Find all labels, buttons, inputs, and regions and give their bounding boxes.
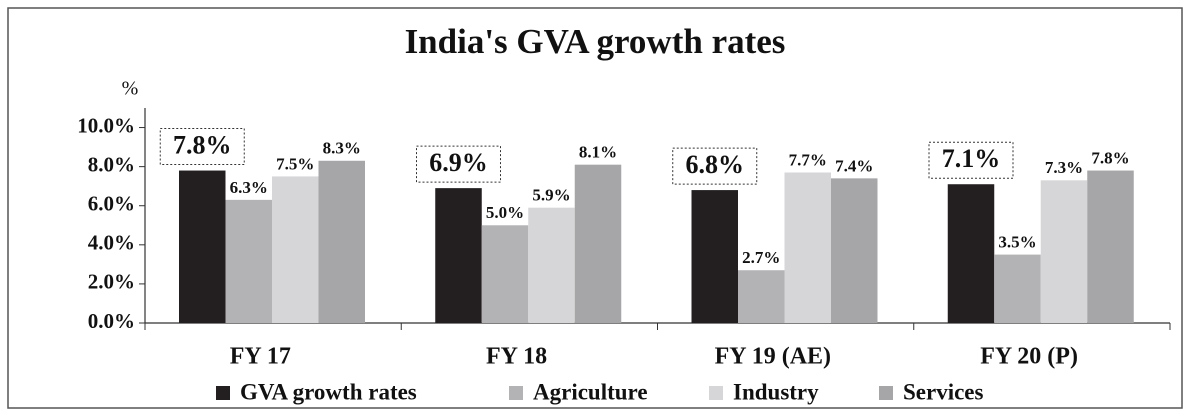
bar [738,270,785,323]
legend-label: GVA growth rates [240,379,417,404]
bar [691,190,738,323]
data-label: 6.3% [230,178,268,197]
legend-swatch [879,386,893,400]
bar [225,199,272,323]
label-box [672,147,758,185]
legend-label: Industry [733,379,819,404]
bar [1087,170,1134,323]
data-label: 8.3% [323,139,361,158]
data-label: 5.0% [486,203,524,222]
bar [1040,180,1088,323]
y-tick-label: 10.0% [77,113,135,137]
data-label: 8.1% [579,143,617,162]
bar [831,178,878,323]
chart-title: India's GVA growth rates [405,22,786,61]
bar [528,207,575,323]
data-label: 7.3% [1045,158,1083,177]
legend-swatch [216,386,230,400]
x-tick-label: FY 17 [230,344,291,370]
data-label: 3.5% [998,232,1036,251]
data-label: 7.8% [1091,148,1129,167]
data-label: 6.9% [429,148,488,177]
bar [784,172,831,323]
frame [7,7,1183,409]
bar [481,225,529,323]
legend-label: Agriculture [533,379,648,404]
y-tick-label: 6.0% [88,192,135,216]
data-label: 7.8% [173,131,232,160]
y-tick-label: 8.0% [88,152,135,176]
legend-swatch [509,386,523,400]
y-tick-label: 4.0% [88,231,135,255]
bar [318,160,365,323]
bar [272,176,319,323]
y-axis-label: % [122,78,139,100]
data-label: 7.4% [835,156,873,175]
data-label: 7.7% [789,150,827,169]
data-label: 7.1% [942,144,1001,173]
x-tick-label: FY 18 [486,344,547,370]
bar [574,164,622,323]
data-label: 2.7% [742,248,780,267]
bar [994,254,1041,323]
legend-swatch [709,386,723,400]
bar [435,188,482,323]
legend-label: Services [903,379,984,404]
x-tick-label: FY 19 (AE) [715,344,831,370]
data-label: 7.5% [276,154,314,173]
label-box [416,145,501,183]
data-label: 6.8% [686,150,745,179]
bar [179,170,226,323]
y-tick-label: 2.0% [88,270,135,294]
label-box [159,128,245,166]
bar [947,184,995,323]
x-tick-label: FY 20 (P) [980,344,1078,370]
data-label: 5.9% [532,186,570,205]
label-box [928,141,1014,179]
y-tick-label: 0.0% [88,309,135,333]
